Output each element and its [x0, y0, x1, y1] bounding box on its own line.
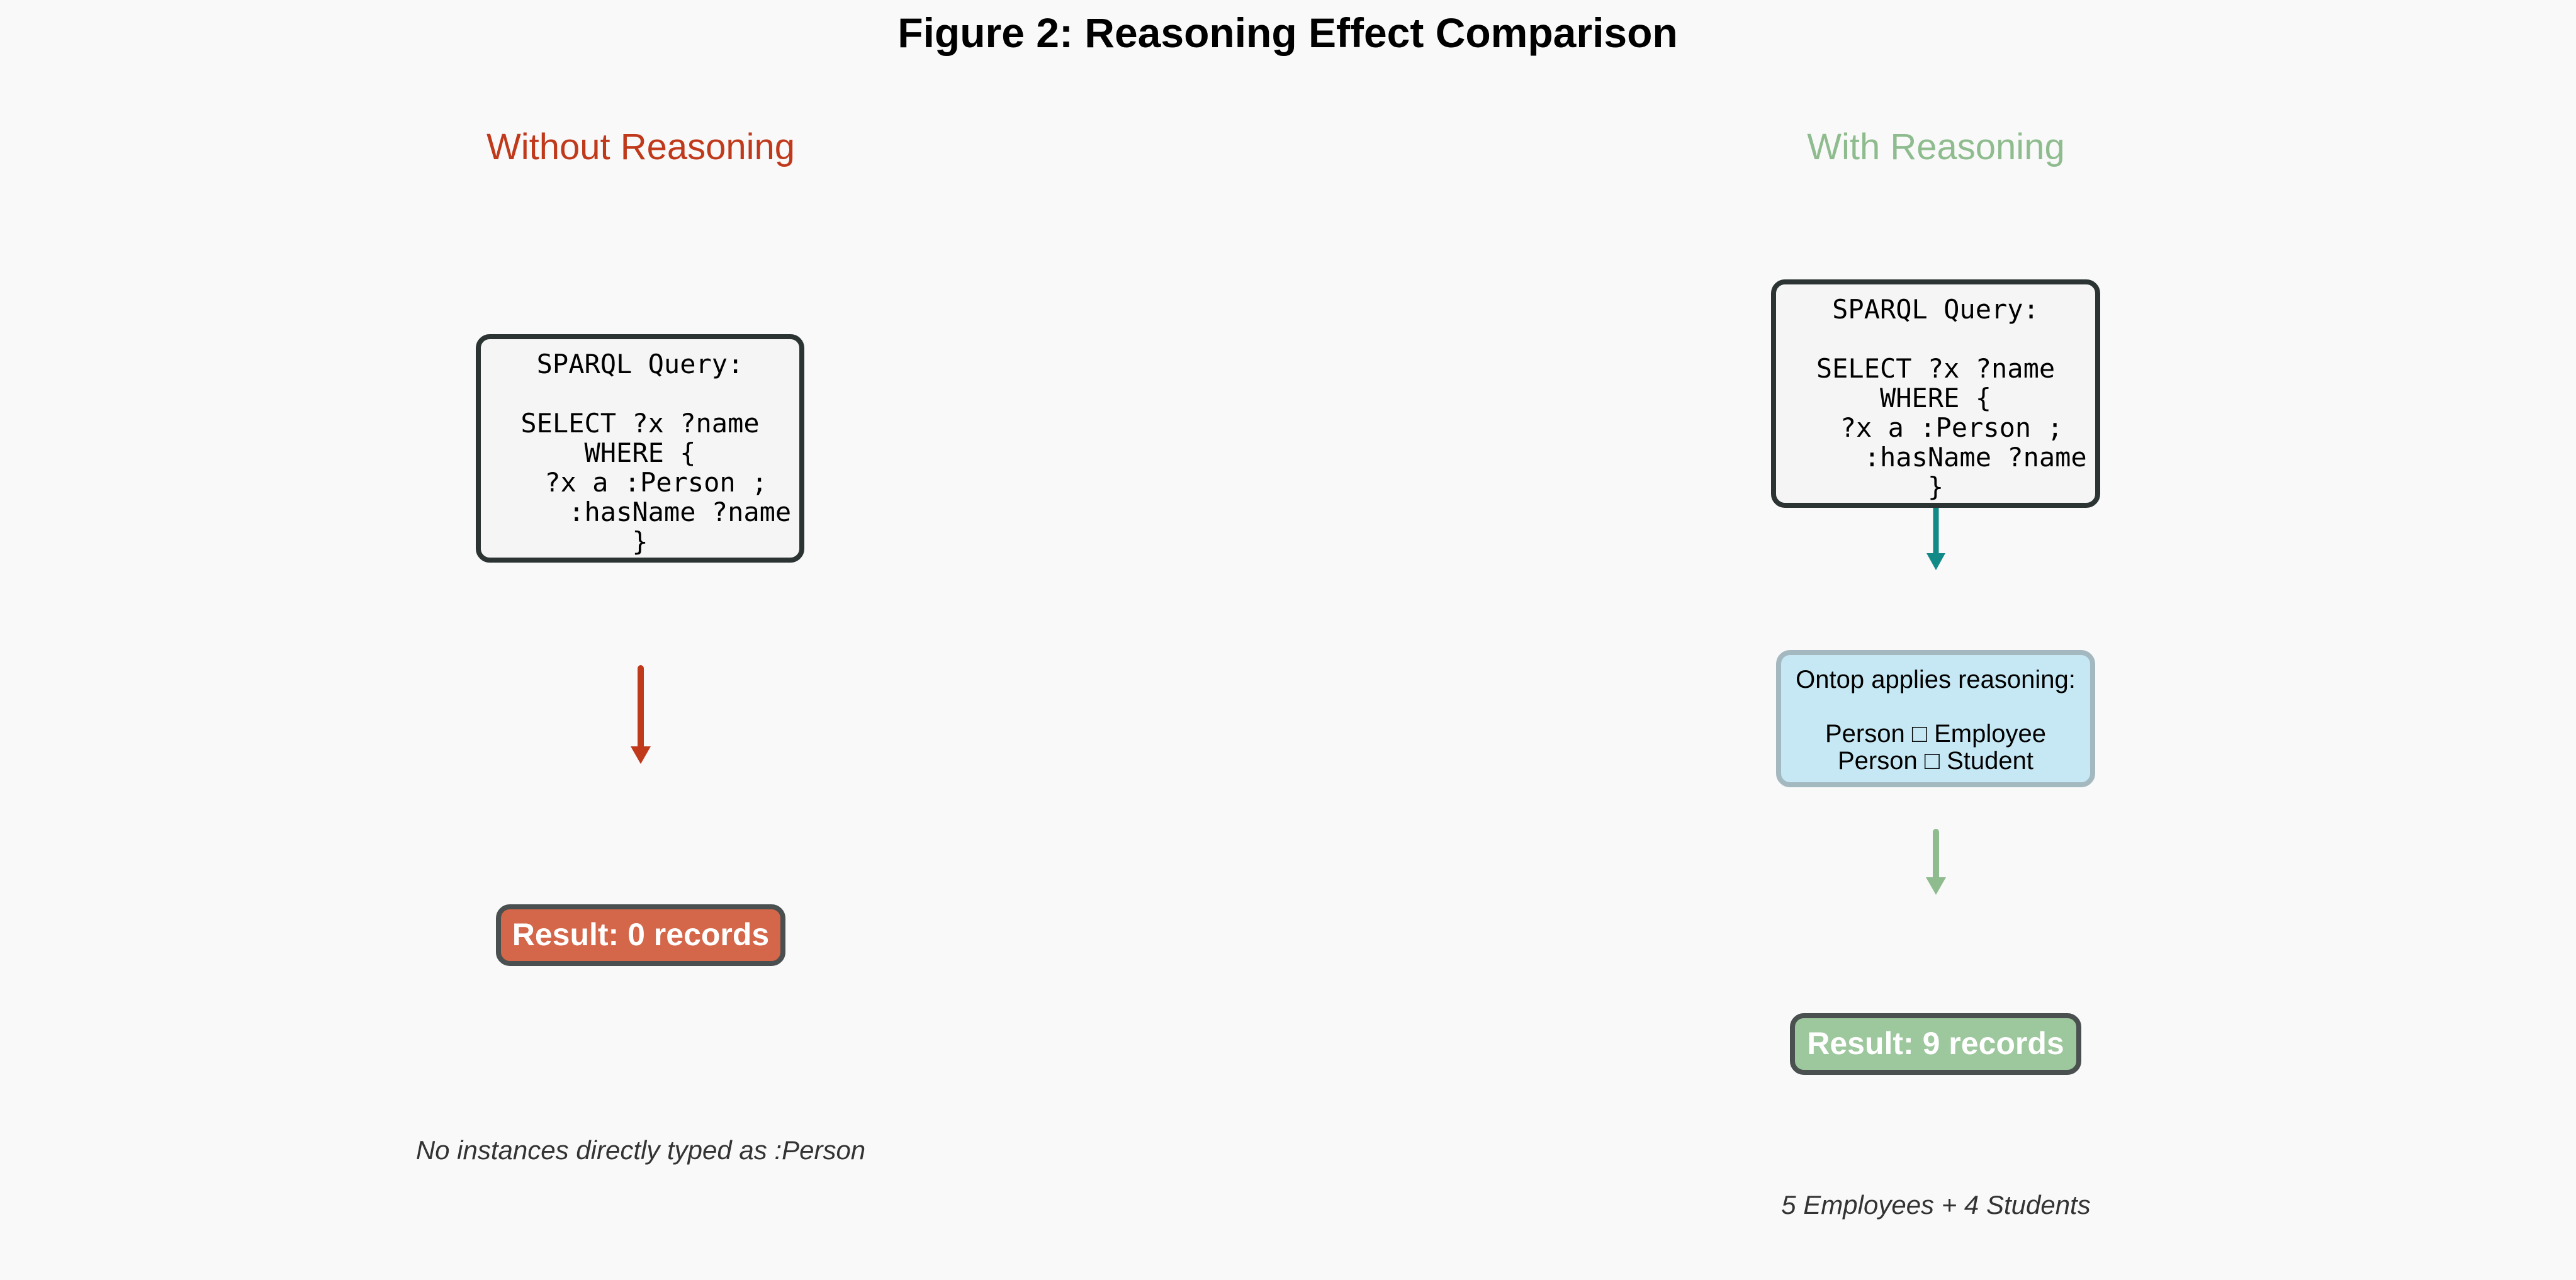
- with-reasoning-title: With Reasoning: [1807, 126, 2065, 167]
- figure-title: Figure 2: Reasoning Effect Comparison: [897, 9, 1678, 56]
- left-result-badge: Result: 0 records: [496, 904, 785, 966]
- reasoning-box: Ontop applies reasoning: Person □ Employ…: [1776, 650, 2095, 787]
- right-result-badge: Result: 9 records: [1790, 1013, 2081, 1075]
- left-sparql-query-box: SPARQL Query: SELECT ?x ?name WHERE { ?x…: [476, 334, 804, 563]
- left-note: No instances directly typed as :Person: [415, 1135, 866, 1165]
- right-note: 5 Employees + 4 Students: [1781, 1190, 2091, 1220]
- left-query-to-result-arrow: [631, 665, 651, 764]
- right-reasoning-to-result-arrow: [1926, 829, 1946, 895]
- without-reasoning-title: Without Reasoning: [486, 126, 796, 167]
- right-query-to-reasoning-arrow: [1926, 505, 1945, 570]
- right-sparql-query-box: SPARQL Query: SELECT ?x ?name WHERE { ?x…: [1771, 279, 2100, 508]
